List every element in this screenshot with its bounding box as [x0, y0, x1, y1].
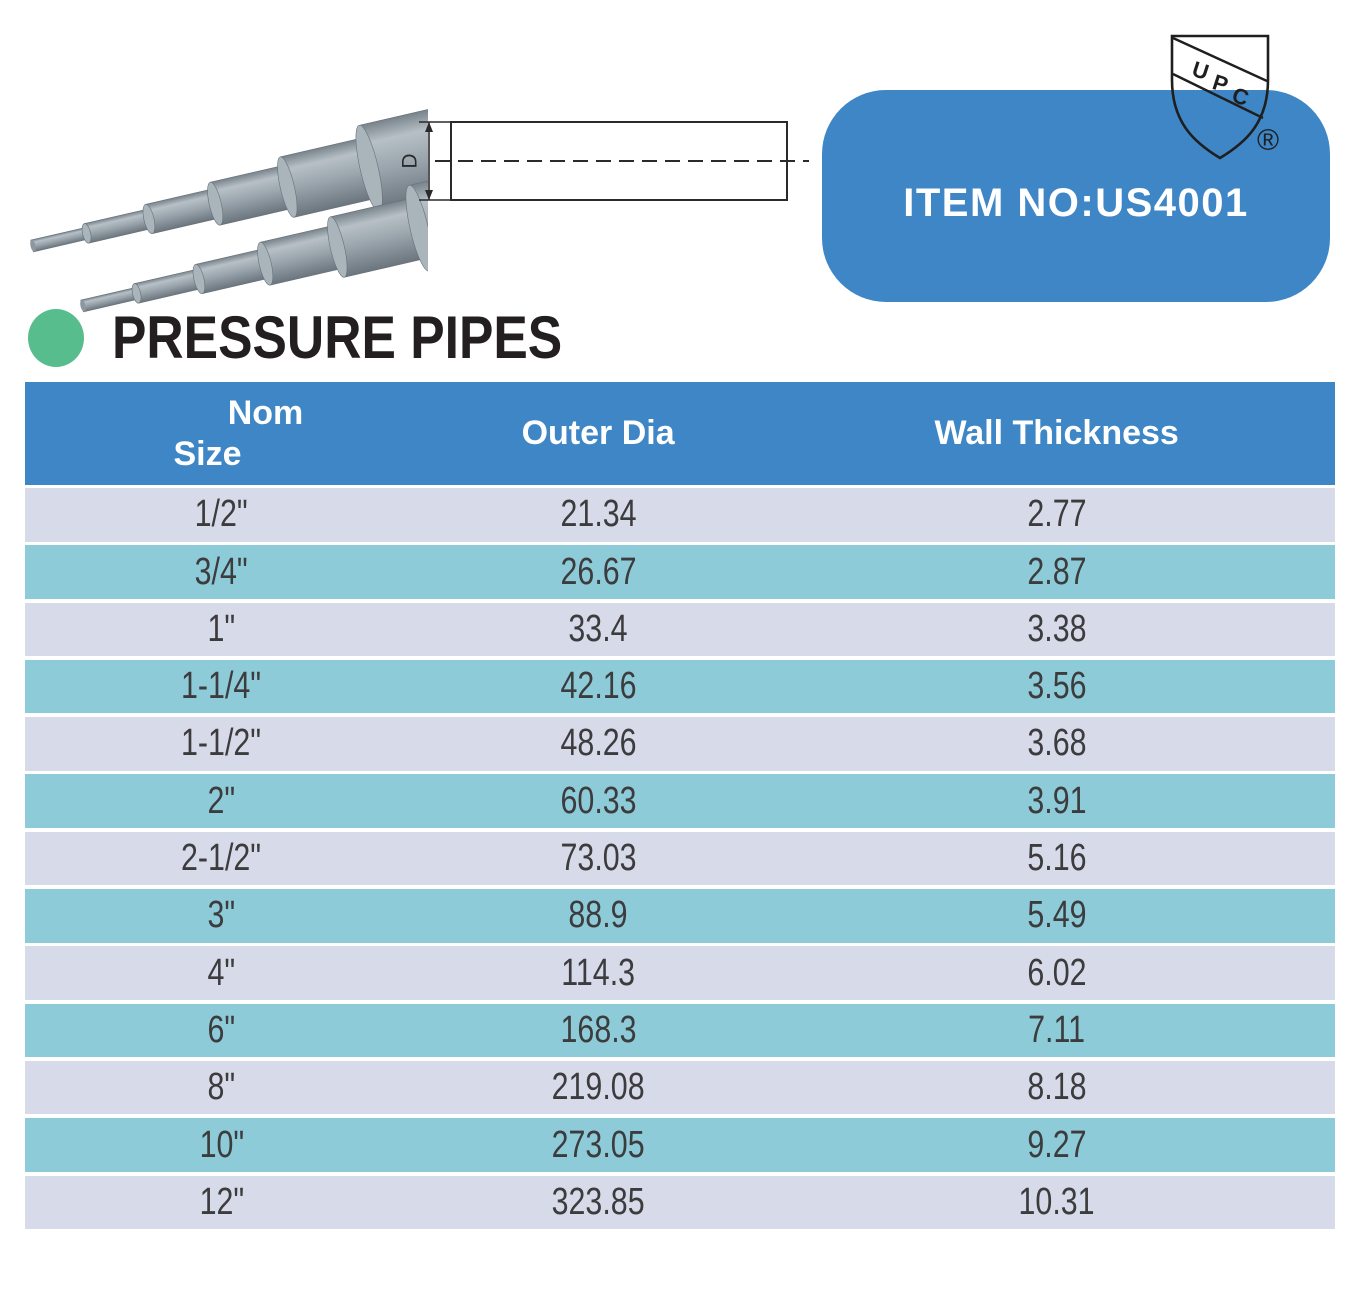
- table-header-row: Nom Size Outer Dia Wall Thickness: [25, 382, 1335, 485]
- cell-wall-thickness: 2.77: [1027, 493, 1087, 536]
- upc-letter-c: C: [1229, 82, 1252, 111]
- cell-nom-size: 1-1/4": [181, 665, 262, 708]
- dimension-label: D: [399, 153, 422, 168]
- table-row: 2-1/2" 73.03 5.16: [25, 831, 1335, 886]
- cell-wall-thickness: 10.31: [1018, 1180, 1095, 1223]
- cell-wall-thickness: 3.38: [1027, 607, 1087, 650]
- table-row: 1-1/2" 48.26 3.68: [25, 717, 1335, 771]
- table-row: 10" 273.05 9.27: [25, 1118, 1335, 1172]
- col-header-nom-size: Nom Size: [173, 394, 304, 473]
- cell-wall-thickness: 9.27: [1027, 1123, 1087, 1166]
- item-number-label: ITEM NO:US4001: [903, 180, 1249, 225]
- cell-outer-dia: 219.08: [551, 1066, 645, 1109]
- green-bullet-icon: [28, 308, 84, 367]
- cell-outer-dia: 60.33: [560, 779, 637, 822]
- table-row: 8" 219.08 8.18: [25, 1060, 1335, 1115]
- cell-nom-size: 4": [207, 951, 236, 994]
- col-header-wall-thickness: Wall Thickness: [934, 414, 1179, 452]
- cell-nom-size: 3/4": [194, 550, 249, 593]
- cell-nom-size: 2": [207, 779, 236, 822]
- cell-outer-dia: 33.4: [568, 607, 628, 650]
- cell-outer-dia: 42.16: [560, 665, 637, 708]
- cell-wall-thickness: 8.18: [1027, 1066, 1087, 1109]
- cell-nom-size: 1": [207, 607, 236, 650]
- upc-letter-u: U: [1189, 56, 1212, 85]
- cell-wall-thickness: 5.49: [1027, 894, 1087, 937]
- cell-nom-size: 6": [207, 1008, 236, 1051]
- cell-wall-thickness: 6.02: [1027, 951, 1087, 994]
- table-row: 3/4" 26.67 2.87: [25, 545, 1335, 599]
- cell-wall-thickness: 5.16: [1027, 837, 1087, 880]
- cell-outer-dia: 26.67: [560, 550, 637, 593]
- table-row: 12" 323.85 10.31: [25, 1175, 1335, 1230]
- cell-nom-size: 8": [207, 1066, 236, 1109]
- table-row: 6" 168.3 7.11: [25, 1003, 1335, 1058]
- cell-outer-dia: 168.3: [560, 1008, 637, 1051]
- table-row: 3" 88.9 5.49: [25, 889, 1335, 943]
- cell-nom-size: 1-1/2": [181, 722, 262, 765]
- cell-nom-size: 10": [199, 1123, 244, 1166]
- table-row: 4" 114.3 6.02: [25, 946, 1335, 1000]
- cell-outer-dia: 273.05: [551, 1123, 645, 1166]
- upc-letter-p: P: [1210, 69, 1232, 97]
- registered-mark: ®: [1257, 124, 1279, 157]
- pipes-product-image: [20, 95, 428, 313]
- table-row: 1" 33.4 3.38: [25, 602, 1335, 657]
- cell-outer-dia: 323.85: [551, 1180, 645, 1223]
- cell-outer-dia: 114.3: [561, 951, 636, 994]
- pipe-dimension-diagram: D: [399, 121, 809, 201]
- table-row: 2" 60.33 3.91: [25, 774, 1335, 828]
- pressure-pipes-table: Nom Size Outer Dia Wall Thickness 1/2" 2…: [25, 382, 1335, 1233]
- cell-wall-thickness: 2.87: [1027, 550, 1087, 593]
- cell-wall-thickness: 3.68: [1027, 722, 1087, 765]
- cell-wall-thickness: 3.56: [1027, 665, 1087, 708]
- cell-nom-size: 12": [199, 1180, 244, 1223]
- cell-wall-thickness: 3.91: [1027, 779, 1087, 822]
- col-header-outer-dia: Outer Dia: [521, 414, 675, 452]
- cell-nom-size: 1/2": [194, 493, 249, 536]
- cell-outer-dia: 88.9: [568, 894, 628, 937]
- item-number-badge: ITEM NO:US4001: [822, 90, 1330, 302]
- cell-outer-dia: 48.26: [560, 722, 637, 765]
- table-row: 1-1/4" 42.16 3.56: [25, 659, 1335, 714]
- cell-outer-dia: 21.34: [560, 493, 637, 536]
- upc-shield-logo: U P C ®: [1170, 34, 1279, 160]
- cell-nom-size: 2-1/2": [181, 837, 262, 880]
- cell-nom-size: 3": [207, 894, 236, 937]
- cell-outer-dia: 73.03: [560, 837, 637, 880]
- section-heading: PRESSURE PIPES: [28, 303, 636, 372]
- section-title: PRESSURE PIPES: [112, 304, 563, 371]
- cell-wall-thickness: 7.11: [1028, 1008, 1086, 1051]
- table-row: 1/2" 21.34 2.77: [25, 488, 1335, 542]
